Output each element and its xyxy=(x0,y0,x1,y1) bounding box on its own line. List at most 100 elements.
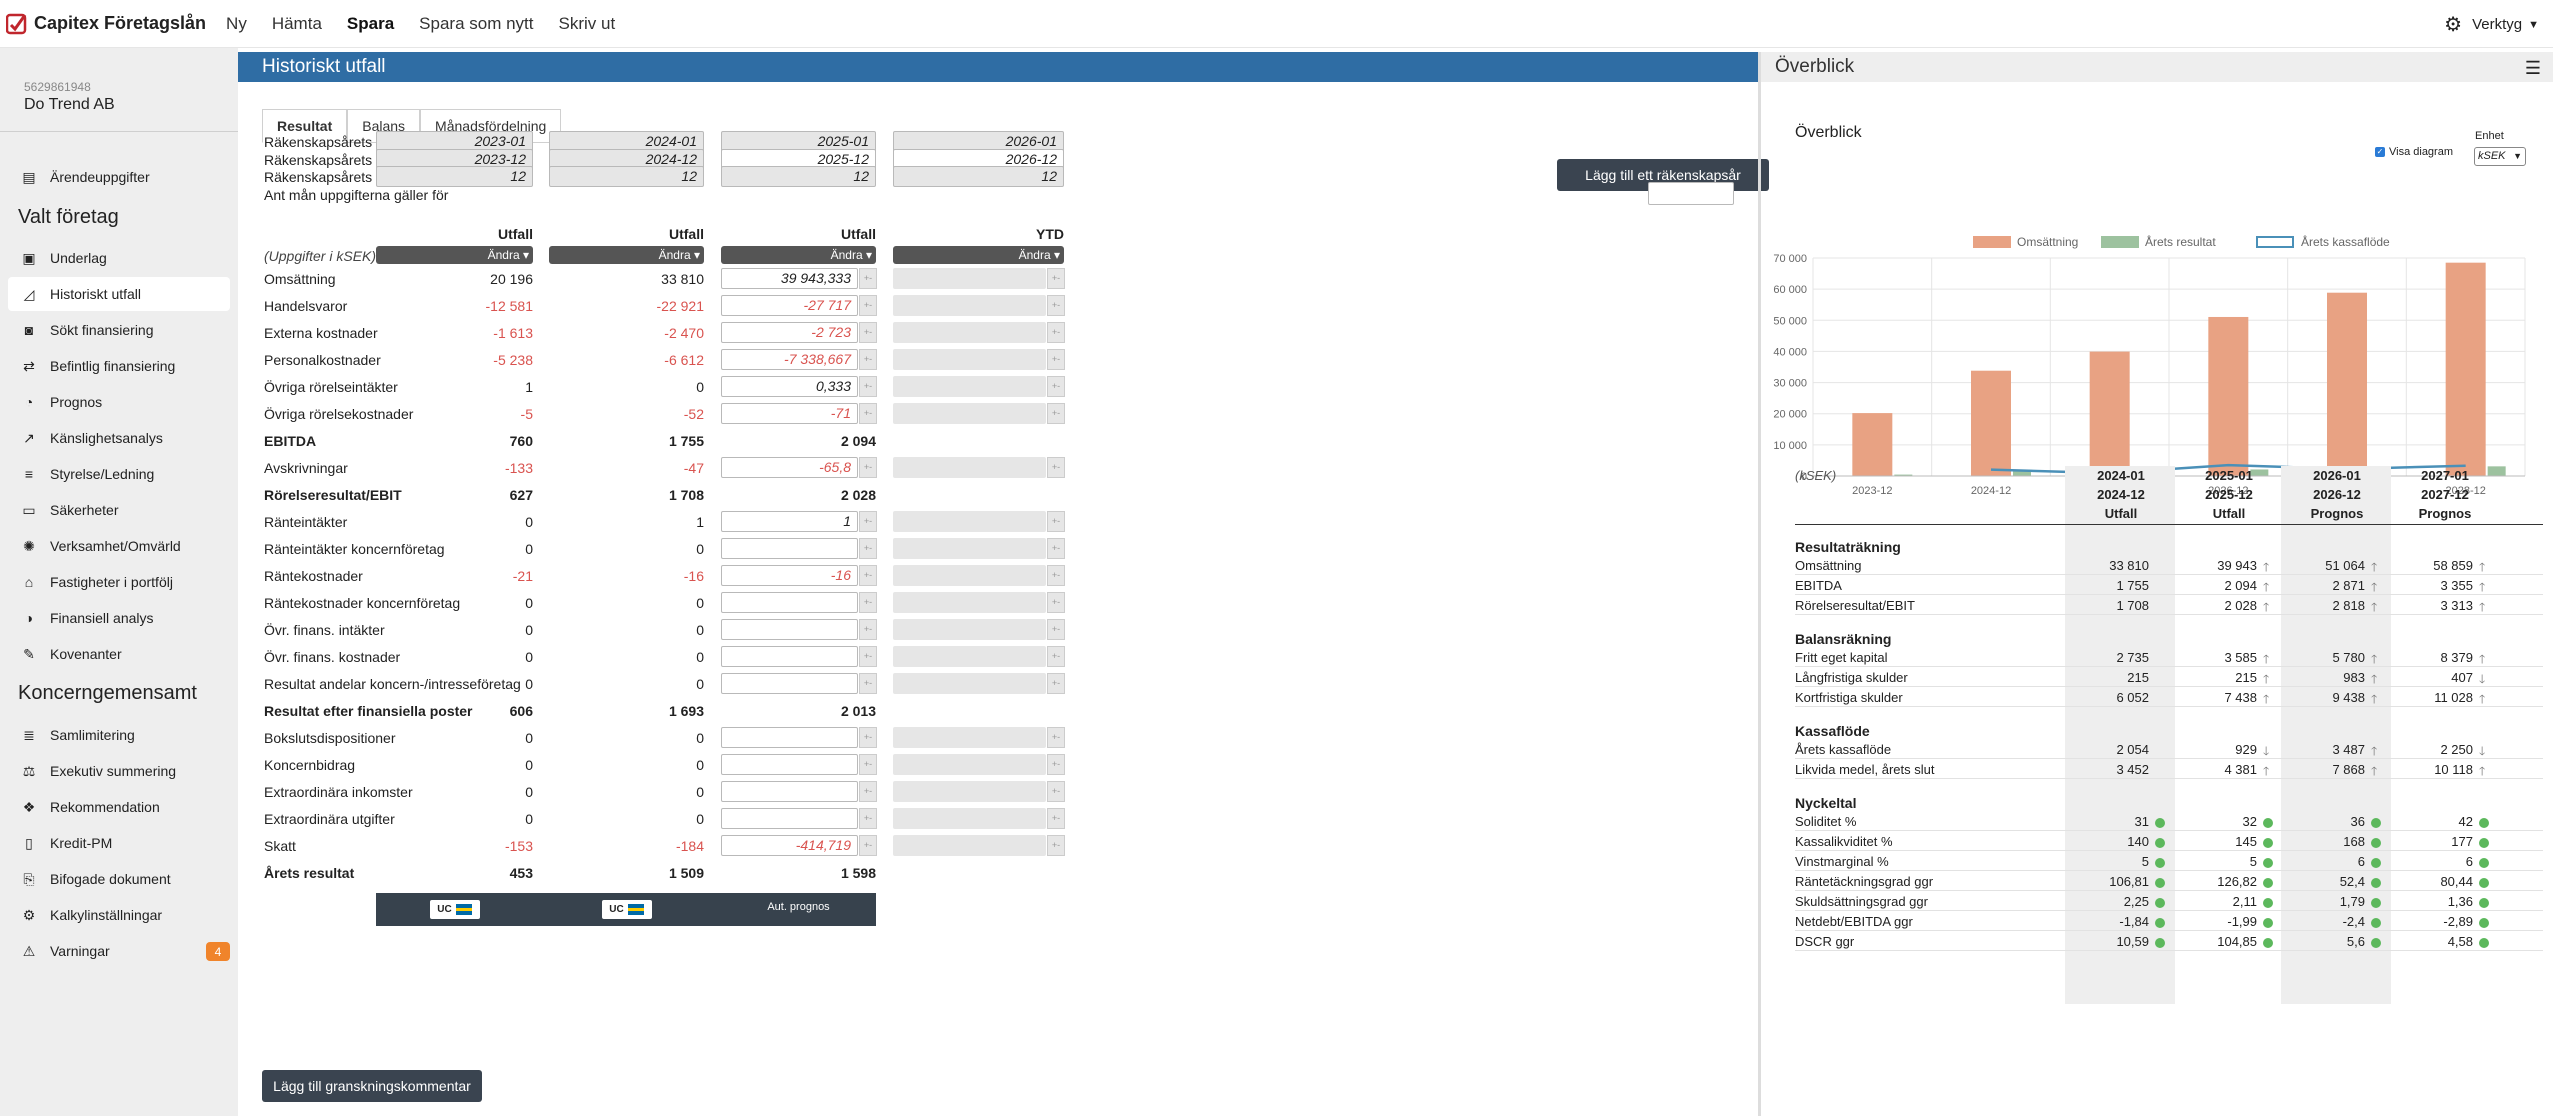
uc-source-icon[interactable]: UC xyxy=(601,900,652,919)
ytd-input[interactable] xyxy=(893,565,1046,586)
ytd-input[interactable] xyxy=(893,349,1046,370)
calculator-icon[interactable]: +- xyxy=(859,403,877,424)
sidebar-item-historiskt-utfall[interactable]: ◿ Historiskt utfall xyxy=(8,277,230,311)
period-len-input[interactable]: 12 xyxy=(376,166,533,187)
change-column-dropdown[interactable]: Ändra ▾ xyxy=(376,246,533,264)
calculator-icon[interactable]: +- xyxy=(1047,592,1065,613)
calculator-icon[interactable]: +- xyxy=(859,835,877,856)
sidebar-item-verksamhet-omvärld[interactable]: ✺ Verksamhet/Omvärld xyxy=(8,529,230,563)
calculator-icon[interactable]: +- xyxy=(859,619,877,640)
calculator-icon[interactable]: +- xyxy=(859,592,877,613)
calculator-icon[interactable]: +- xyxy=(1047,646,1065,667)
value-input[interactable] xyxy=(721,646,858,667)
calculator-icon[interactable]: +- xyxy=(859,754,877,775)
calculator-icon[interactable]: +- xyxy=(1047,376,1065,397)
ytd-input[interactable] xyxy=(893,619,1046,640)
value-input[interactable] xyxy=(721,808,858,829)
sidebar-item-kredit-pm[interactable]: ▯ Kredit-PM xyxy=(8,826,230,860)
period-end-input[interactable]: 2024-12 xyxy=(549,149,704,170)
sidebar-item-exekutiv-summering[interactable]: ⚖ Exekutiv summering xyxy=(8,754,230,788)
ytd-input[interactable] xyxy=(893,457,1046,478)
calculator-icon[interactable]: +- xyxy=(1047,511,1065,532)
value-input[interactable] xyxy=(721,781,858,802)
checkbox-checked-icon[interactable]: ✓ xyxy=(2375,147,2385,157)
menu-ny[interactable]: Ny xyxy=(226,13,247,33)
calculator-icon[interactable]: +- xyxy=(859,268,877,289)
calculator-icon[interactable]: +- xyxy=(1047,619,1065,640)
value-input[interactable] xyxy=(721,673,858,694)
value-input[interactable]: -414,719 xyxy=(721,835,858,856)
uc-source-icon[interactable]: UC xyxy=(429,900,480,919)
calculator-icon[interactable]: +- xyxy=(859,322,877,343)
ytd-input[interactable] xyxy=(893,376,1046,397)
sidebar-item-bifogade-dokument[interactable]: ⎘ Bifogade dokument xyxy=(8,862,230,896)
calculator-icon[interactable]: +- xyxy=(859,376,877,397)
calculator-icon[interactable]: +- xyxy=(1047,808,1065,829)
period-end-input[interactable]: 2026-12 xyxy=(893,149,1064,170)
change-column-dropdown[interactable]: Ändra ▾ xyxy=(893,246,1064,264)
sidebar-item-underlag[interactable]: ▣ Underlag xyxy=(8,241,230,275)
value-input[interactable] xyxy=(721,619,858,640)
months-input[interactable] xyxy=(1648,182,1734,205)
sidebar-item-styrelse-ledning[interactable]: ≡ Styrelse/Ledning xyxy=(8,457,230,491)
ytd-input[interactable] xyxy=(893,754,1046,775)
calculator-icon[interactable]: +- xyxy=(859,511,877,532)
calculator-icon[interactable]: +- xyxy=(1047,403,1065,424)
sidebar-item-fastigheter-i-portfölj[interactable]: ⌂ Fastigheter i portfölj xyxy=(8,565,230,599)
calculator-icon[interactable]: +- xyxy=(1047,727,1065,748)
period-len-input[interactable]: 12 xyxy=(721,166,876,187)
period-end-input[interactable]: 2025-12 xyxy=(721,149,876,170)
unit-select[interactable]: kSEK ▼ xyxy=(2474,147,2526,166)
calculator-icon[interactable]: +- xyxy=(859,673,877,694)
period-start-input[interactable]: 2023-01 xyxy=(376,131,533,152)
ytd-input[interactable] xyxy=(893,646,1046,667)
hamburger-menu-icon[interactable]: ☰ xyxy=(2524,58,2541,78)
calculator-icon[interactable]: +- xyxy=(859,781,877,802)
calculator-icon[interactable]: +- xyxy=(859,538,877,559)
value-input[interactable] xyxy=(721,754,858,775)
value-input[interactable]: 39 943,333 xyxy=(721,268,858,289)
calculator-icon[interactable]: +- xyxy=(859,727,877,748)
calculator-icon[interactable]: +- xyxy=(859,565,877,586)
ytd-input[interactable] xyxy=(893,295,1046,316)
value-input[interactable]: -7 338,667 xyxy=(721,349,858,370)
show-chart-toggle[interactable]: ✓ Visa diagram xyxy=(2375,146,2453,158)
sidebar-item-kovenanter[interactable]: ✎ Kovenanter xyxy=(8,637,230,671)
value-input[interactable]: 1 xyxy=(721,511,858,532)
add-review-comment-button[interactable]: Lägg till granskningskommentar xyxy=(262,1070,482,1102)
menu-spara-som-nytt[interactable]: Spara som nytt xyxy=(419,13,534,33)
sidebar-item-befintlig-finansiering[interactable]: ⇄ Befintlig finansiering xyxy=(8,349,230,383)
ytd-input[interactable] xyxy=(893,592,1046,613)
value-input[interactable] xyxy=(721,538,858,559)
calculator-icon[interactable]: +- xyxy=(1047,673,1065,694)
value-input[interactable] xyxy=(721,592,858,613)
calculator-icon[interactable]: +- xyxy=(859,349,877,370)
sidebar-item-rekommendation[interactable]: ❖ Rekommendation xyxy=(8,790,230,824)
calculator-icon[interactable]: +- xyxy=(859,457,877,478)
sidebar-item-varningar[interactable]: ⚠ Varningar 4 xyxy=(8,934,230,968)
calculator-icon[interactable]: +- xyxy=(1047,538,1065,559)
calculator-icon[interactable]: +- xyxy=(1047,322,1065,343)
period-len-input[interactable]: 12 xyxy=(893,166,1064,187)
value-input[interactable]: -16 xyxy=(721,565,858,586)
sidebar-item-sökt-finansiering[interactable]: ◙ Sökt finansiering xyxy=(8,313,230,347)
ytd-input[interactable] xyxy=(893,673,1046,694)
ytd-input[interactable] xyxy=(893,322,1046,343)
calculator-icon[interactable]: +- xyxy=(859,295,877,316)
ytd-input[interactable] xyxy=(893,727,1046,748)
tab-resultat[interactable]: Resultat xyxy=(262,109,348,143)
ytd-input[interactable] xyxy=(893,403,1046,424)
value-input[interactable]: -71 xyxy=(721,403,858,424)
calculator-icon[interactable]: +- xyxy=(1047,295,1065,316)
ytd-input[interactable] xyxy=(893,781,1046,802)
sidebar-item-kalkylinställningar[interactable]: ⚙ Kalkylinställningar xyxy=(8,898,230,932)
value-input[interactable] xyxy=(721,727,858,748)
ytd-input[interactable] xyxy=(893,835,1046,856)
value-input[interactable]: 0,333 xyxy=(721,376,858,397)
sidebar-item-prognos[interactable]: ◔ Prognos xyxy=(8,385,230,419)
value-input[interactable]: -2 723 xyxy=(721,322,858,343)
sidebar-item-säkerheter[interactable]: ▭ Säkerheter xyxy=(8,493,230,527)
tab-manadsfordelning[interactable]: Månadsfördelning xyxy=(420,109,562,143)
menu-hamta[interactable]: Hämta xyxy=(271,13,322,33)
sidebar-item-känslighetsanalys[interactable]: ↗ Känslighetsanalys xyxy=(8,421,230,455)
